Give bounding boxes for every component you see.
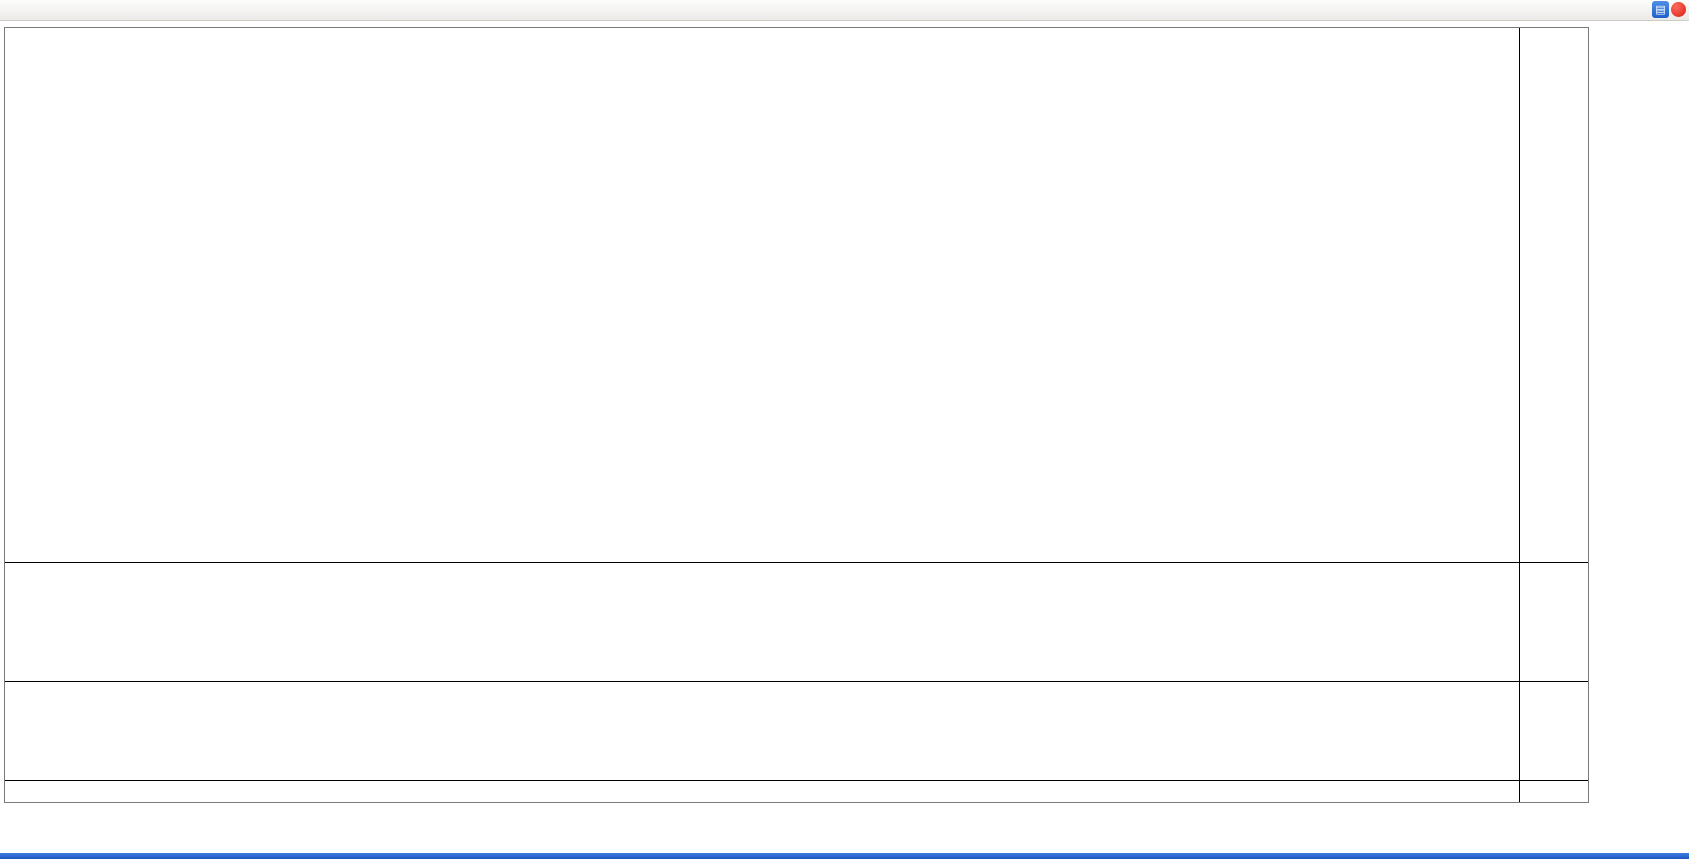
macd-plot-area[interactable] — [5, 563, 1519, 681]
toolbar: ▤ — [0, 0, 1689, 21]
macd-label — [9, 565, 15, 576]
notifications-button[interactable]: ▤ — [1652, 1, 1669, 18]
macd-panel — [5, 562, 1588, 681]
rsi-axis[interactable] — [1519, 682, 1587, 780]
rsi-label — [9, 684, 12, 695]
time-axis-corner — [1519, 781, 1587, 802]
time-axis-row — [5, 780, 1588, 802]
panel-icon: ▤ — [1655, 3, 1666, 16]
price-axis[interactable] — [1519, 28, 1587, 562]
toolbar-right: ▤ — [1652, 1, 1686, 18]
macd-axis[interactable] — [1519, 563, 1587, 681]
rsi-panel — [5, 681, 1588, 780]
notification-count-badge[interactable] — [1671, 2, 1686, 17]
main-chart-panel — [5, 28, 1588, 562]
chart-title — [9, 30, 18, 41]
window-bottom-edge — [0, 853, 1689, 859]
rsi-plot-area[interactable] — [5, 682, 1519, 780]
price-chart-plot-area[interactable] — [5, 28, 1519, 562]
time-axis[interactable] — [5, 781, 1519, 802]
chart-widget — [4, 27, 1589, 803]
